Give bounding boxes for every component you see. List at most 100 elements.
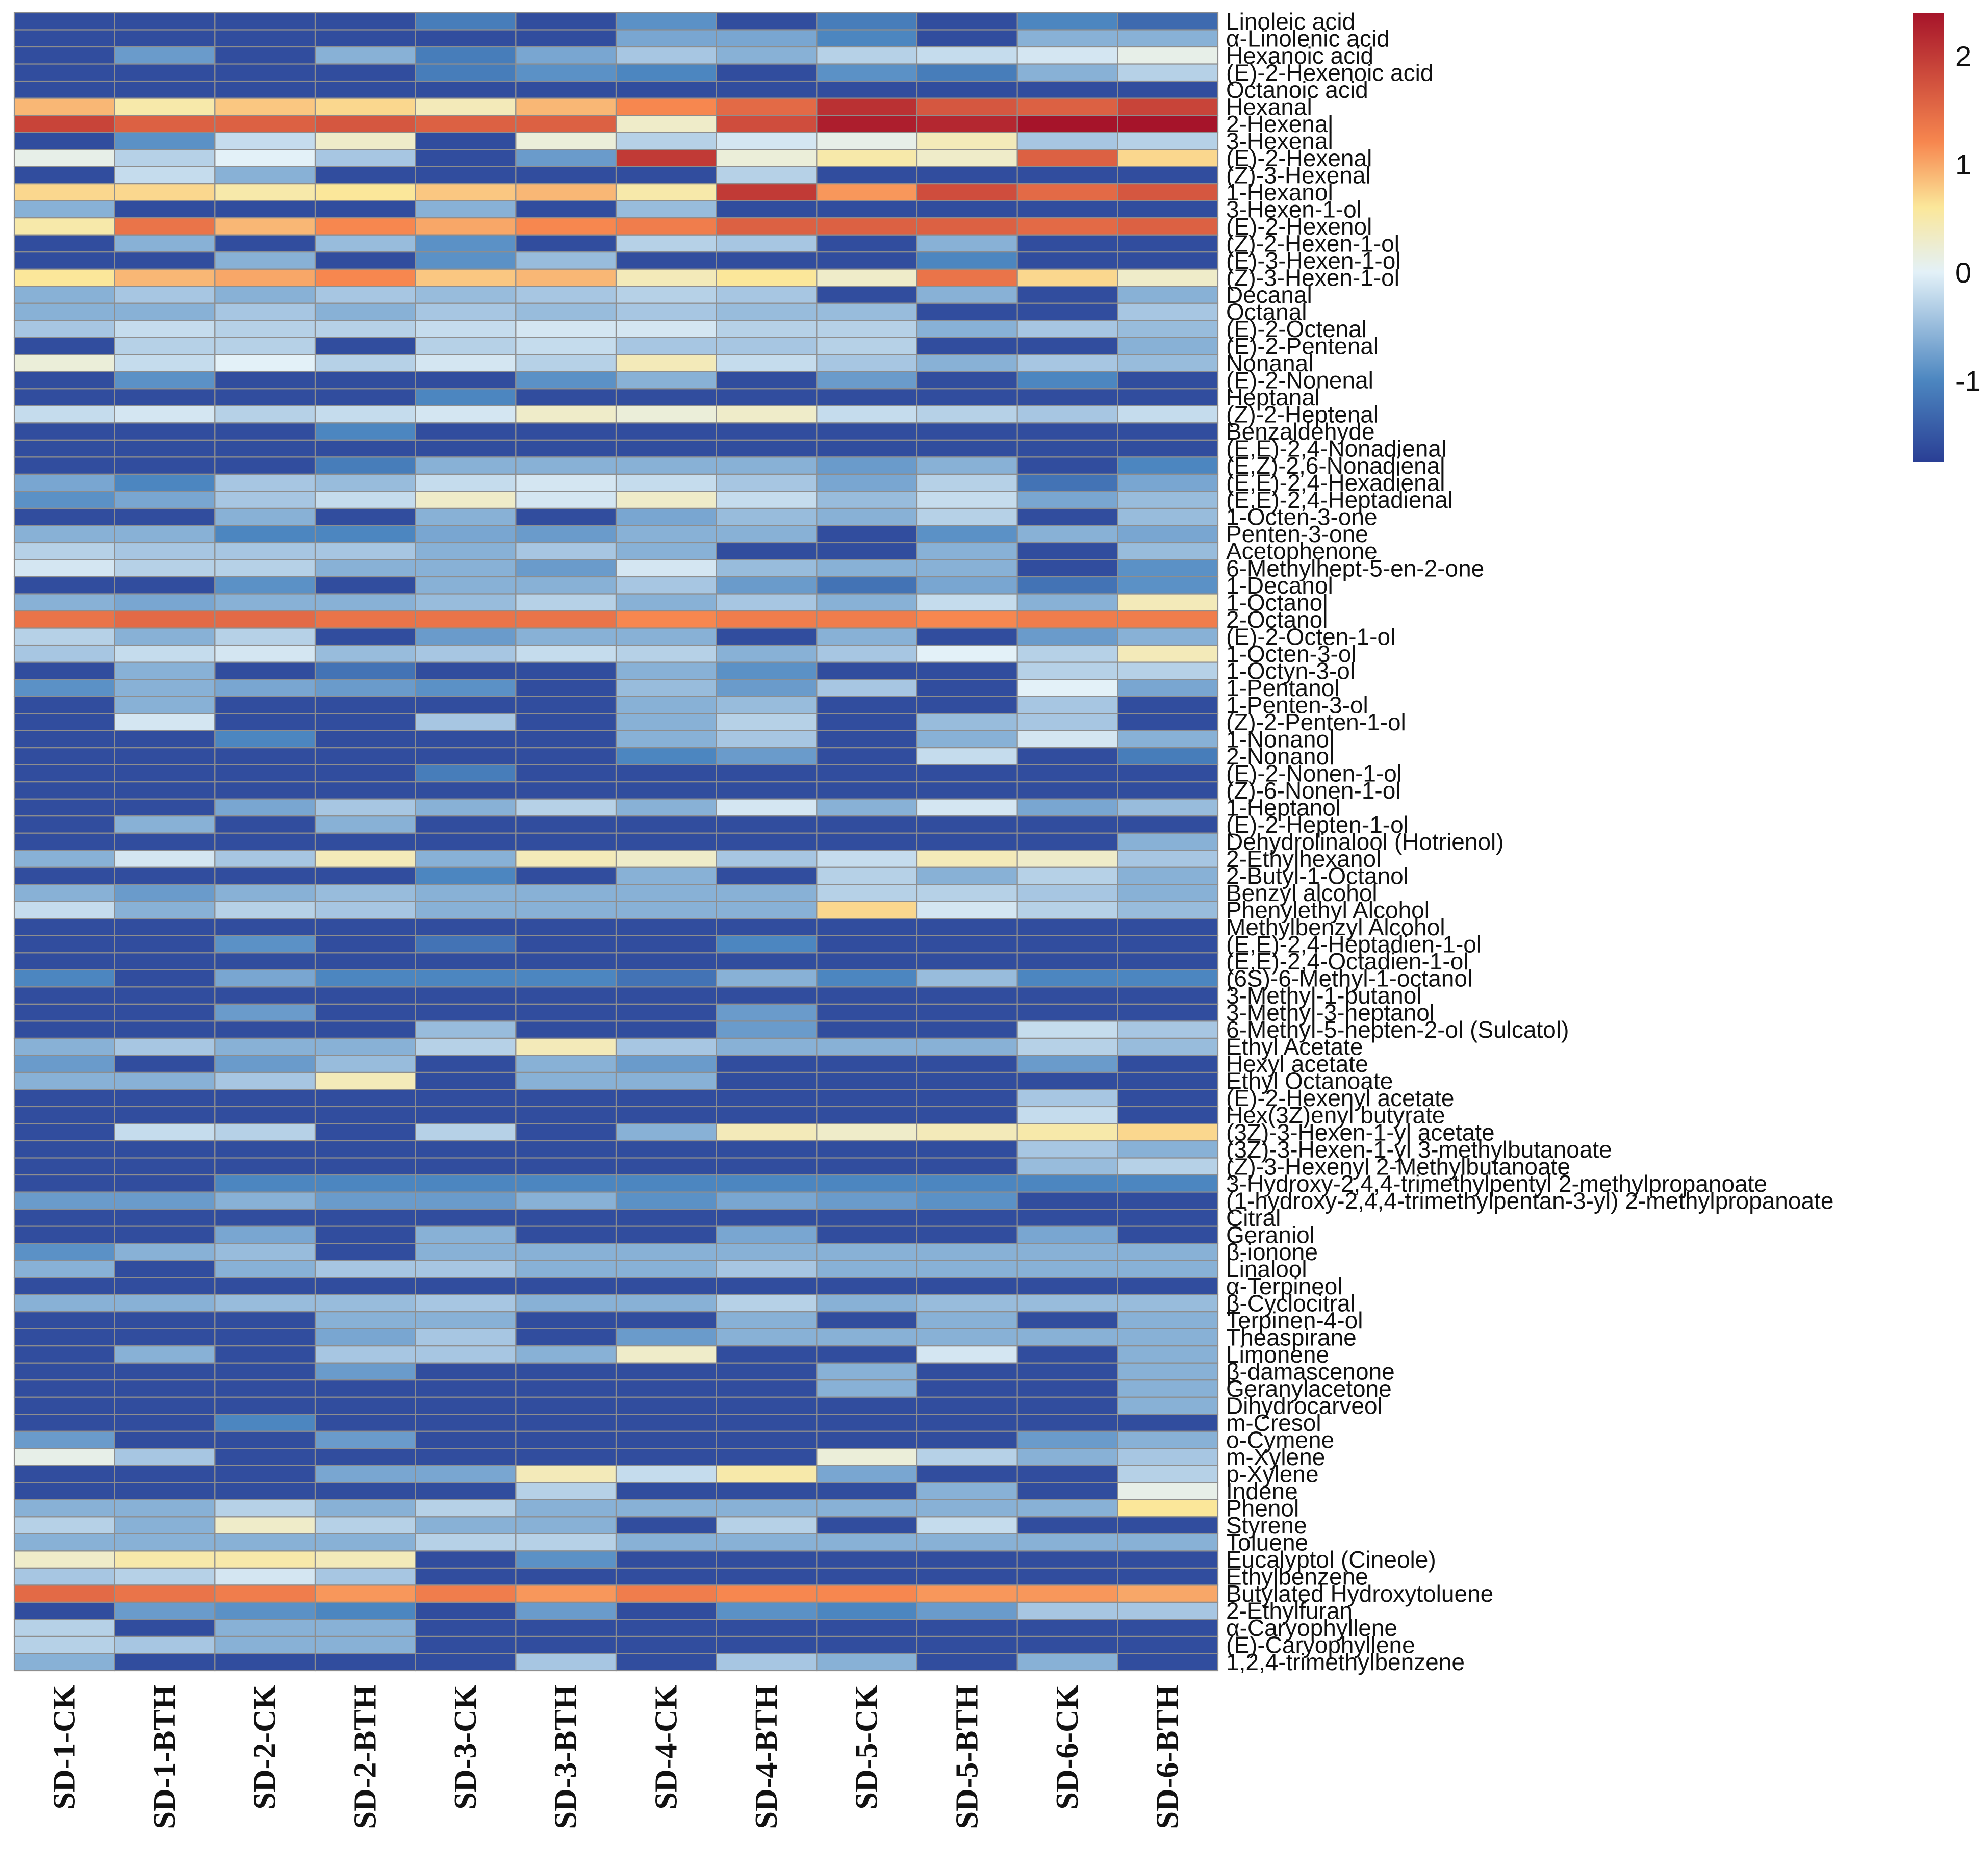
heatmap-cell [1016,405,1118,424]
heatmap-cell [615,388,717,406]
heatmap-cell [415,268,517,287]
heatmap-cell [114,1567,216,1586]
heatmap-cell [13,1037,115,1056]
row-label: (1-hydroxy-2,4,4-trimethylpentan-3-yl) 2… [1226,1187,1833,1214]
heatmap-cell [415,593,517,612]
heatmap-cell [515,114,617,133]
heatmap-cell [13,354,115,372]
heatmap-cell [214,764,316,783]
row-label: Methylbenzyl Alcohol [1226,914,1445,940]
heatmap-cell [615,354,717,372]
heatmap-cell [114,1260,216,1278]
heatmap-cell [515,12,617,31]
heatmap-cell [515,1362,617,1381]
heatmap-cell [214,576,316,595]
heatmap-cell [114,97,216,116]
heatmap-cell [515,388,617,406]
row-label: 1-Pentanol [1226,675,1340,701]
heatmap-cell [916,1174,1018,1193]
heatmap-cell [515,1089,617,1108]
heatmap-cell [515,610,617,629]
heatmap-cell [114,866,216,885]
heatmap-cell [415,952,517,970]
heatmap-cell [114,986,216,1005]
heatmap-cell [13,405,115,424]
heatmap-cell [1117,371,1219,390]
heatmap-cell [214,302,316,321]
heatmap-cell [214,1071,316,1090]
heatmap-cell [1117,1482,1219,1500]
heatmap-cell [1016,798,1118,817]
heatmap-cell [1016,1396,1118,1415]
heatmap-cell [314,576,416,595]
heatmap-cell [415,1345,517,1364]
heatmap-cell [114,696,216,714]
heatmap-cell [1117,1277,1219,1295]
row-label: Hexanal [1226,93,1312,120]
heatmap-cell [13,1174,115,1193]
heatmap-cell [214,507,316,526]
heatmap-cell [515,1396,617,1415]
heatmap-cell [214,491,316,509]
heatmap-cell [716,969,818,988]
row-label: 2-Nonanol [1226,743,1334,770]
heatmap-cell [816,1225,918,1244]
heatmap-cell [1016,1499,1118,1518]
heatmap-cell [615,217,717,236]
heatmap-cell [214,679,316,697]
heatmap-cell [114,439,216,458]
heatmap-cell [214,166,316,185]
heatmap-cell [916,679,1018,697]
heatmap-cell [415,114,517,133]
heatmap-cell [214,114,316,133]
row-label: Linalool [1226,1256,1307,1282]
heatmap-cell [415,661,517,680]
heatmap-cell [916,610,1018,629]
heatmap-cell [314,1328,416,1347]
heatmap-cell [515,1635,617,1654]
heatmap-cell [916,1465,1018,1483]
heatmap-cell [114,1619,216,1637]
heatmap-cell [114,1653,216,1672]
heatmap-cell [515,832,617,851]
heatmap-cell [114,29,216,48]
heatmap-cell [114,627,216,646]
heatmap-cell [314,1619,416,1637]
heatmap-cell [1016,661,1118,680]
heatmap-cell [13,1020,115,1039]
heatmap-cell [1117,1260,1219,1278]
heatmap-cell [916,850,1018,868]
heatmap-cell [314,302,416,321]
heatmap-cell [1117,627,1219,646]
heatmap-cell [816,1601,918,1620]
heatmap-cell [716,1191,818,1210]
heatmap-cell [314,1294,416,1313]
row-label: 3-Hexenal [1226,127,1333,154]
heatmap-cell [816,1277,918,1295]
heatmap-cell [615,1328,717,1347]
heatmap-cell [615,268,717,287]
heatmap-cell [1016,1123,1118,1142]
heatmap-cell [314,388,416,406]
heatmap-cell [415,1379,517,1398]
heatmap-cell [114,1037,216,1056]
heatmap-cell [916,918,1018,936]
heatmap-cell [615,1635,717,1654]
heatmap-cell [816,1106,918,1124]
heatmap-cell [1117,1055,1219,1073]
heatmap-cell [13,1601,115,1620]
heatmap-cell [716,1140,818,1159]
heatmap-cell [515,1003,617,1022]
heatmap-cell [716,986,818,1005]
heatmap-cell [114,1089,216,1108]
heatmap-cell [415,200,517,219]
heatmap-cell [1016,302,1118,321]
heatmap-cell [515,97,617,116]
heatmap-cell [615,1619,717,1637]
heatmap-cell [114,798,216,817]
heatmap-cell [916,1311,1018,1329]
heatmap-cell [916,1140,1018,1159]
row-label: Phenol [1226,1495,1299,1522]
row-label: β-ionone [1226,1239,1318,1265]
heatmap-cell [314,781,416,800]
